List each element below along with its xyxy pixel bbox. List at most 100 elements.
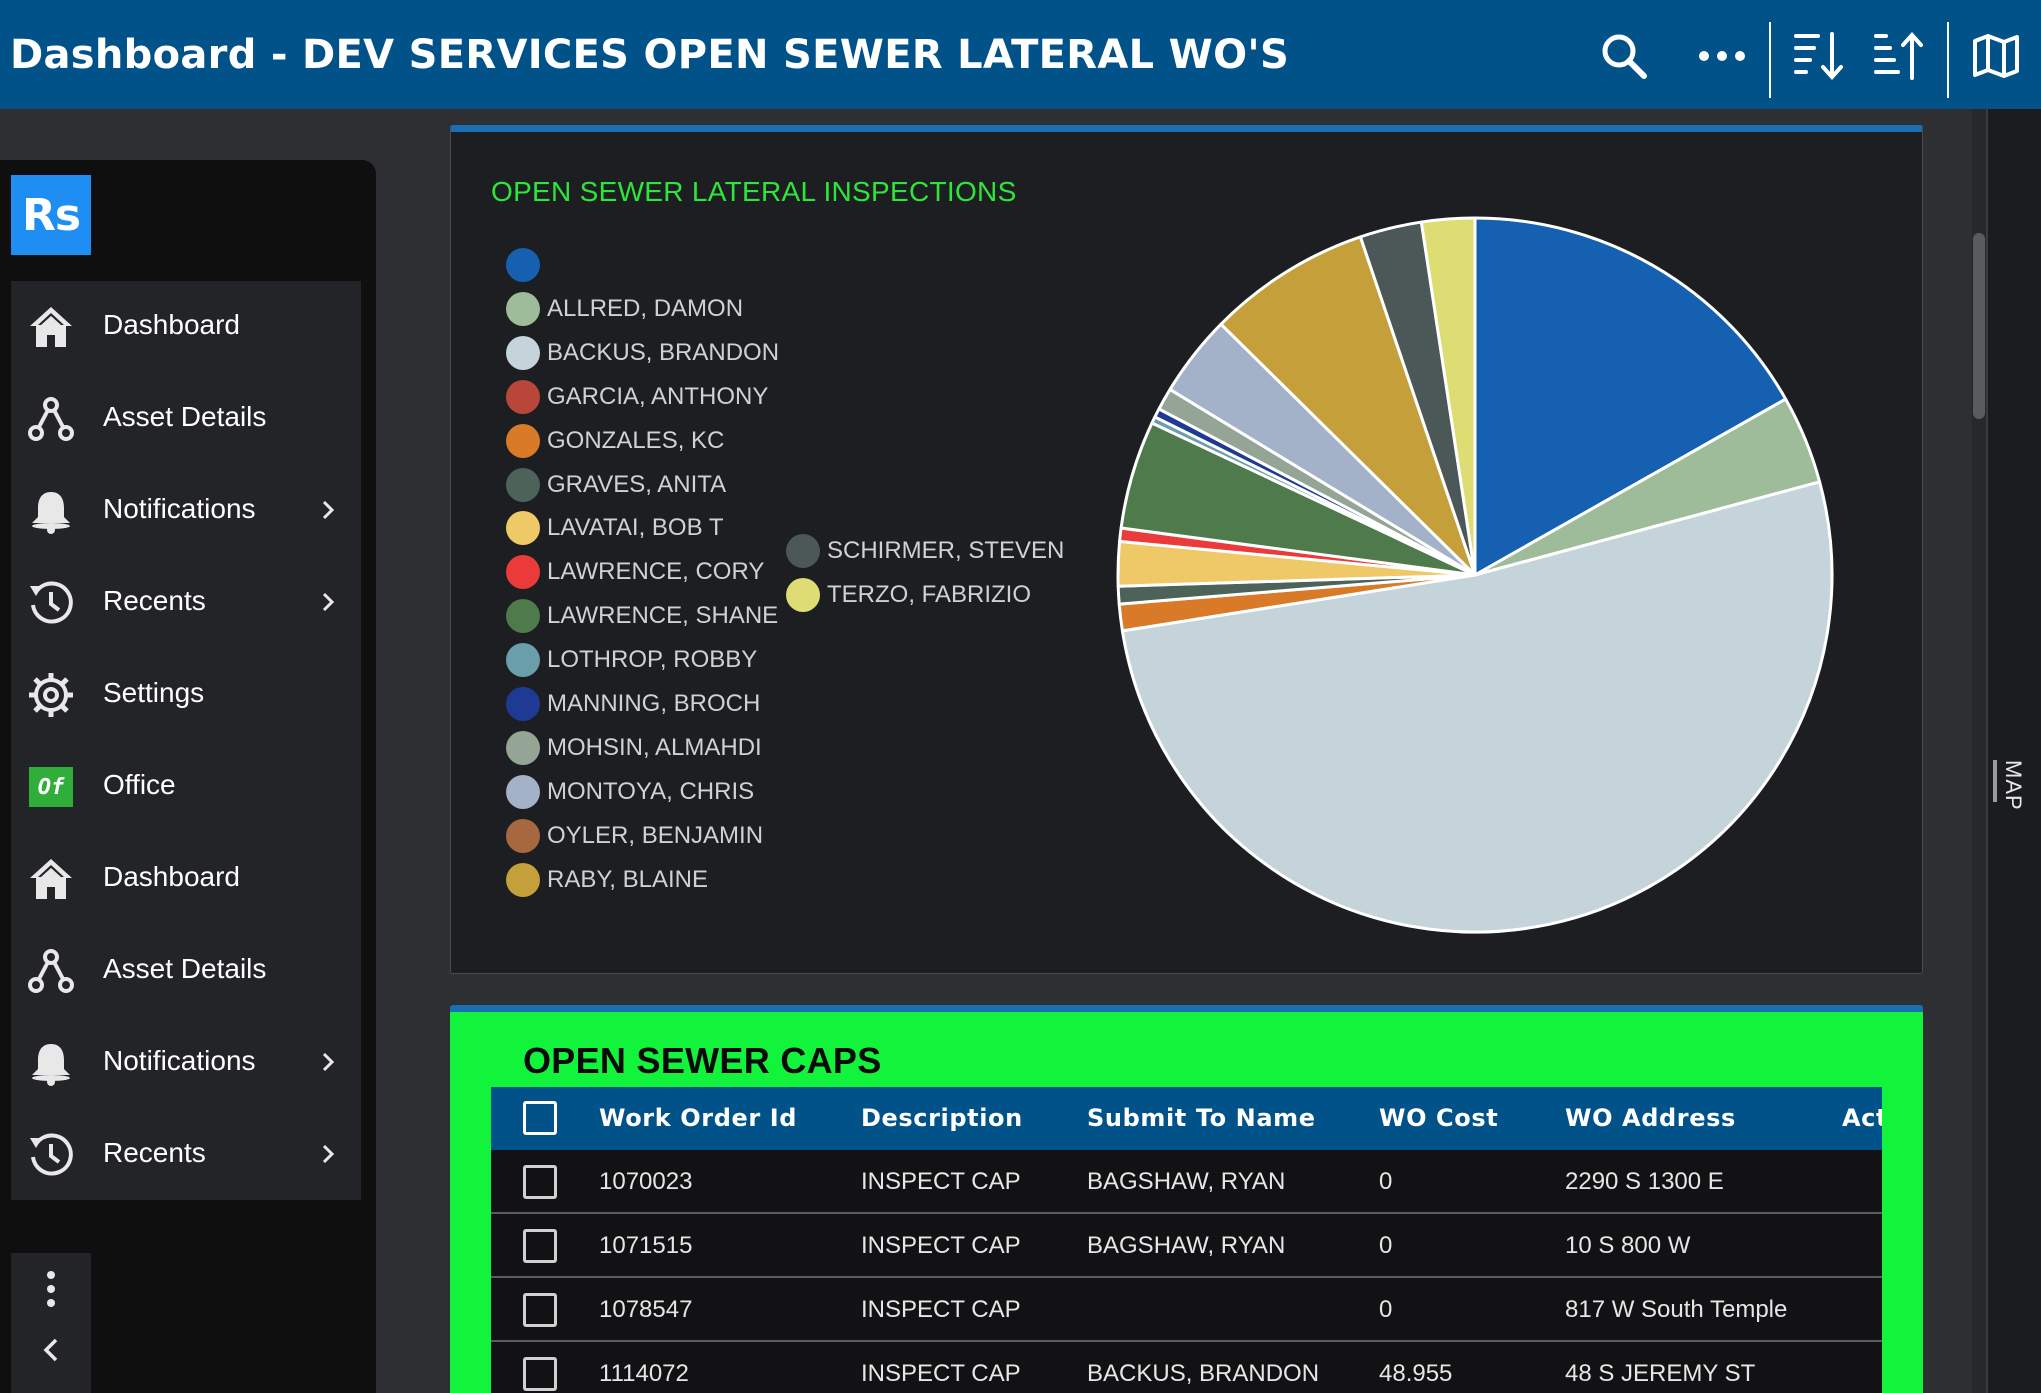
legend-swatch (506, 730, 540, 765)
legend-item[interactable]: GARCIA, ANTHONY (506, 379, 768, 415)
legend-swatch (506, 599, 540, 634)
legend-label: LOTHROP, ROBBY (547, 646, 758, 674)
legend-item[interactable]: LOTHROP, ROBBY (506, 642, 757, 678)
collapse-sidebar-icon[interactable] (37, 1335, 65, 1365)
legend-item[interactable]: TERZO, FABRIZIO (786, 577, 1031, 613)
pie-slice[interactable] (1120, 480, 1834, 934)
sort-descending-icon[interactable] (1790, 28, 1846, 84)
sidebar-item-asset-details[interactable]: Asset Details (11, 925, 361, 1017)
panel-grip-icon[interactable] (1993, 760, 1997, 802)
more-icon[interactable] (1694, 28, 1750, 84)
legend-item[interactable]: LAWRENCE, SHANE (506, 598, 778, 634)
row-checkbox[interactable] (523, 1165, 557, 1199)
sidebar-item-label: Asset Details (103, 953, 267, 984)
legend-item[interactable] (506, 247, 547, 283)
row-checkbox[interactable] (523, 1229, 557, 1263)
sidebar-item-label: Recents (103, 1137, 206, 1168)
legend-item[interactable]: MANNING, BROCH (506, 686, 760, 722)
search-icon[interactable] (1596, 28, 1652, 84)
select-all-checkbox[interactable] (523, 1101, 557, 1135)
legend-label: MOHSIN, ALMAHDI (547, 733, 762, 761)
legend-swatch (506, 511, 540, 546)
row-checkbox[interactable] (523, 1357, 557, 1391)
history-icon (27, 1131, 75, 1179)
column-header-work-order-id[interactable]: Work Order Id (599, 1104, 798, 1132)
legend-swatch (506, 379, 540, 414)
toolbar-divider (1947, 22, 1949, 98)
sidebar-item-dashboard[interactable]: Dashboard (11, 833, 361, 925)
table-row[interactable]: 1078547 INSPECT CAP 0 817 W South Temple (491, 1278, 1882, 1342)
top-app-bar: Dashboard - DEV SERVICES OPEN SEWER LATE… (0, 0, 2041, 109)
sidebar-item-notifications[interactable]: Notifications (11, 1017, 361, 1109)
legend-label: GRAVES, ANITA (547, 470, 727, 498)
column-header-act[interactable]: Act (1842, 1104, 1882, 1132)
sidebar-item-dashboard[interactable]: Dashboard (11, 281, 361, 373)
pie-slice[interactable] (1419, 216, 1477, 577)
asset-icon (27, 947, 75, 995)
legend-label: LAWRENCE, CORY (547, 558, 765, 586)
legend-item[interactable]: BACKUS, BRANDON (506, 335, 779, 371)
column-header-description[interactable]: Description (861, 1104, 1023, 1132)
cell-work-order-id: 1070023 (599, 1168, 693, 1195)
cell-wo-address: 48 S JEREMY ST (1565, 1360, 1756, 1387)
sort-ascending-icon[interactable] (1870, 28, 1926, 84)
sidebar-item-recents[interactable]: Recents (11, 557, 361, 649)
page-title: Dashboard - DEV SERVICES OPEN SEWER LATE… (10, 32, 1290, 78)
pie-slice[interactable] (1219, 235, 1477, 577)
pie-slice[interactable] (1473, 216, 1788, 577)
column-header-submit-to-name[interactable]: Submit To Name (1087, 1104, 1316, 1132)
legend-item[interactable]: GONZALES, KC (506, 423, 724, 459)
legend-label: TERZO, FABRIZIO (827, 580, 1032, 608)
sidebar-footer (11, 1253, 91, 1393)
sidebar-item-notifications[interactable]: Notifications (11, 465, 361, 557)
row-checkbox[interactable] (523, 1293, 557, 1327)
home-icon (27, 855, 75, 903)
legend-swatch (506, 774, 540, 809)
table-row[interactable]: 1071515 INSPECT CAP BAGSHAW, RYAN 0 10 S… (491, 1214, 1882, 1278)
cell-work-order-id: 1078547 (599, 1296, 693, 1323)
kebab-menu-icon[interactable] (39, 1269, 63, 1309)
legend-item[interactable]: RABY, BLAINE (506, 862, 708, 898)
legend-item[interactable]: LAWRENCE, CORY (506, 554, 764, 590)
history-icon (27, 579, 75, 627)
vertical-scrollbar[interactable] (1972, 109, 1986, 1393)
asset-icon (27, 395, 75, 443)
map-tab[interactable]: MAP (2001, 760, 2026, 811)
cell-description: INSPECT CAP (861, 1168, 1021, 1195)
map-side-panel[interactable] (1986, 109, 2041, 1393)
chevron-right-icon (322, 500, 335, 520)
table-row[interactable]: 1114072 INSPECT CAP BACKUS, BRANDON 48.9… (491, 1342, 1882, 1393)
map-icon[interactable] (1968, 28, 2024, 84)
cell-work-order-id: 1071515 (599, 1232, 693, 1259)
sidebar-item-label: Recents (103, 585, 206, 616)
sewer-caps-table: Work Order Id Description Submit To Name… (491, 1087, 1882, 1393)
scrollbar-thumb[interactable] (1973, 233, 1985, 419)
legend-item[interactable]: GRAVES, ANITA (506, 467, 726, 503)
column-header-wo-cost[interactable]: WO Cost (1379, 1104, 1499, 1132)
column-header-wo-address[interactable]: WO Address (1565, 1104, 1736, 1132)
sidebar-item-label: Dashboard (103, 861, 240, 892)
sidebar-item-asset-details[interactable]: Asset Details (11, 373, 361, 465)
chart-title: OPEN SEWER LATERAL INSPECTIONS (491, 176, 1017, 207)
legend-item[interactable]: LAVATAI, BOB T (506, 510, 724, 546)
cell-wo-cost: 0 (1379, 1296, 1393, 1323)
cell-submit-to-name: BACKUS, BRANDON (1087, 1360, 1320, 1387)
legend-item[interactable]: MONTOYA, CHRIS (506, 774, 754, 810)
legend-item[interactable]: MOHSIN, ALMAHDI (506, 730, 762, 766)
legend-label: ALLRED, DAMON (547, 294, 744, 322)
legend-item[interactable]: ALLRED, DAMON (506, 291, 743, 327)
office-badge: Of (29, 767, 73, 807)
sidebar-item-label: Asset Details (103, 401, 267, 432)
sidebar-item-recents[interactable]: Recents (11, 1109, 361, 1201)
app-logo[interactable]: Rs (11, 175, 91, 255)
legend-item[interactable]: SCHIRMER, STEVEN (786, 533, 1064, 569)
sidebar-item-settings[interactable]: Settings (11, 649, 361, 741)
legend-item[interactable]: OYLER, BENJAMIN (506, 818, 763, 854)
legend-swatch (786, 534, 820, 568)
sidebar-item-office[interactable]: Of Office (11, 741, 361, 833)
cell-description: INSPECT CAP (861, 1232, 1021, 1259)
legend-label: GONZALES, KC (547, 426, 725, 454)
table-row[interactable]: 1070023 INSPECT CAP BAGSHAW, RYAN 0 2290… (491, 1150, 1882, 1214)
cell-wo-address: 2290 S 1300 E (1565, 1168, 1724, 1195)
legend-swatch (506, 643, 540, 678)
